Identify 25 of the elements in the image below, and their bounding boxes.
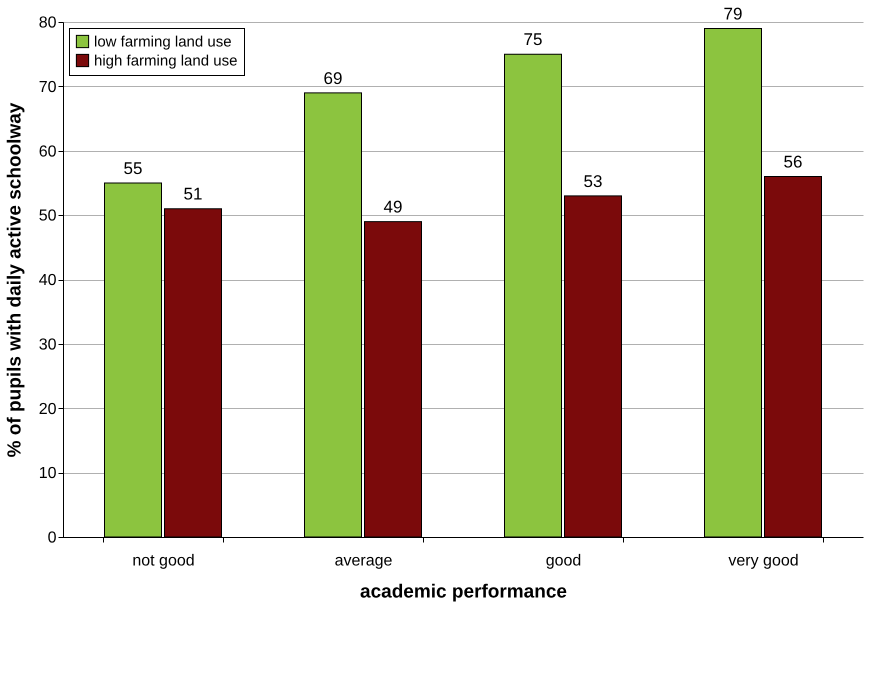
y-tick-label: 80 (38, 14, 57, 32)
data-label: 53 (584, 172, 602, 191)
y-tick-label: 0 (48, 530, 57, 546)
legend-label: high farming land use (94, 52, 238, 70)
data-label: 51 (184, 184, 202, 204)
y-tick-label: 40 (38, 272, 57, 289)
x-tick-label: not good (132, 552, 195, 570)
x-tick-label: good (546, 552, 582, 570)
y-tick-label: 30 (38, 336, 57, 354)
y-tick-label: 60 (38, 143, 57, 160)
y-axis-title: % of pupils with daily active schoolway (4, 102, 26, 458)
x-axis-title: academic performance (360, 582, 567, 602)
data-label: 79 (724, 4, 742, 24)
data-label: 75 (524, 30, 542, 50)
legend-label: low farming land use (94, 34, 232, 50)
data-label: 55 (124, 158, 142, 178)
y-tick-label: 20 (38, 400, 57, 418)
x-tick-label: very good (728, 552, 799, 570)
data-label: 69 (324, 68, 342, 88)
data-label: 49 (384, 198, 402, 217)
y-tick-label: 50 (38, 208, 57, 225)
x-tick-label: average (334, 552, 393, 570)
y-tick-label: 70 (38, 78, 57, 96)
y-tick-label: 10 (38, 465, 57, 482)
data-label: 56 (784, 152, 802, 172)
